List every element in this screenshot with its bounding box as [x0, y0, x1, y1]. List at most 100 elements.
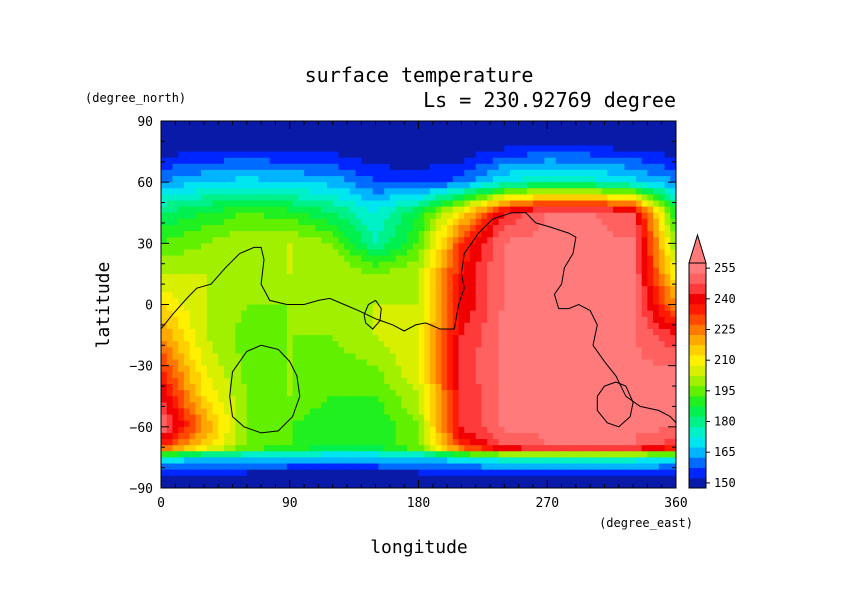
field-cell — [389, 286, 397, 293]
field-cell — [315, 182, 322, 189]
field-cell — [670, 414, 676, 422]
field-cell — [321, 377, 328, 385]
field-cell — [630, 157, 637, 165]
field-cell — [447, 133, 454, 140]
field-cell — [441, 347, 448, 355]
field-cell — [275, 353, 282, 361]
field-cell — [504, 353, 511, 361]
field-cell — [452, 286, 460, 293]
field-cell — [384, 457, 391, 465]
field-cell — [206, 206, 214, 214]
field-cell — [292, 200, 299, 208]
field-cell — [378, 224, 385, 232]
field-cell — [447, 341, 454, 348]
field-cell — [573, 218, 580, 226]
field-cell — [487, 316, 494, 324]
field-cell — [424, 414, 431, 422]
field-cell — [515, 261, 523, 269]
field-cell — [378, 359, 385, 367]
field-cell — [361, 255, 368, 263]
field-cell — [206, 157, 214, 165]
field-cell — [595, 335, 603, 342]
field-cell — [458, 237, 465, 244]
field-cell — [206, 237, 214, 244]
field-cell — [590, 237, 597, 244]
field-cell — [218, 390, 225, 397]
field-cell — [464, 445, 471, 452]
field-cell — [458, 261, 465, 269]
field-cell — [355, 390, 362, 397]
field-cell — [321, 121, 328, 128]
field-cell — [223, 273, 231, 281]
field-cell — [309, 237, 317, 244]
field-cell — [344, 322, 351, 330]
field-cell — [235, 176, 242, 183]
field-cell — [653, 341, 660, 348]
field-cell — [624, 212, 631, 220]
field-cell — [630, 163, 637, 171]
field-cell — [235, 169, 242, 177]
field-cell — [641, 347, 648, 355]
field-cell — [235, 206, 242, 214]
field-cell — [326, 439, 334, 446]
field-cell — [292, 127, 299, 134]
field-cell — [475, 249, 483, 257]
field-cell — [447, 359, 454, 367]
field-cell — [218, 157, 225, 165]
field-cell — [412, 243, 420, 251]
field-cell — [189, 218, 196, 226]
field-cell — [183, 286, 191, 293]
field-cell — [309, 384, 317, 391]
field-cell — [618, 127, 626, 134]
field-cell — [349, 280, 357, 287]
field-cell — [487, 169, 494, 177]
field-cell — [510, 237, 517, 244]
field-cell — [653, 139, 660, 147]
field-cell — [367, 316, 374, 324]
field-cell — [367, 145, 374, 153]
field-cell — [172, 396, 179, 403]
field-cell — [281, 347, 288, 355]
field-cell — [349, 426, 357, 434]
field-cell — [658, 451, 666, 459]
field-cell — [389, 292, 397, 299]
field-cell — [527, 176, 534, 183]
field-cell — [567, 145, 574, 153]
field-cell — [361, 273, 368, 281]
field-cell — [492, 402, 500, 410]
field-cell — [229, 145, 236, 153]
field-cell — [275, 304, 282, 312]
field-cell — [315, 139, 322, 147]
field-cell — [470, 402, 477, 410]
field-cell — [670, 237, 676, 244]
field-cell — [246, 292, 254, 299]
field-cell — [658, 145, 666, 153]
field-cell — [304, 121, 311, 128]
field-cell — [223, 261, 231, 269]
field-cell — [618, 451, 626, 459]
field-cell — [532, 280, 540, 287]
field-cell — [264, 384, 271, 391]
field-cell — [355, 457, 362, 465]
field-cell — [550, 292, 557, 299]
field-cell — [429, 151, 437, 159]
field-cell — [178, 206, 185, 214]
field-cell — [630, 445, 637, 452]
field-cell — [641, 121, 648, 128]
field-cell — [544, 414, 551, 422]
field-cell — [618, 280, 626, 287]
field-cell — [378, 439, 385, 446]
field-cell — [647, 341, 654, 348]
field-cell — [401, 255, 408, 263]
field-cell — [527, 280, 534, 287]
field-cell — [372, 273, 380, 281]
field-cell — [298, 359, 305, 367]
field-cell — [492, 243, 500, 251]
field-cell — [613, 127, 620, 134]
field-cell — [332, 218, 339, 226]
field-cell — [389, 365, 397, 373]
field-cell — [664, 439, 671, 446]
field-cell — [395, 249, 402, 257]
field-cell — [304, 243, 311, 251]
field-cell — [435, 322, 442, 330]
